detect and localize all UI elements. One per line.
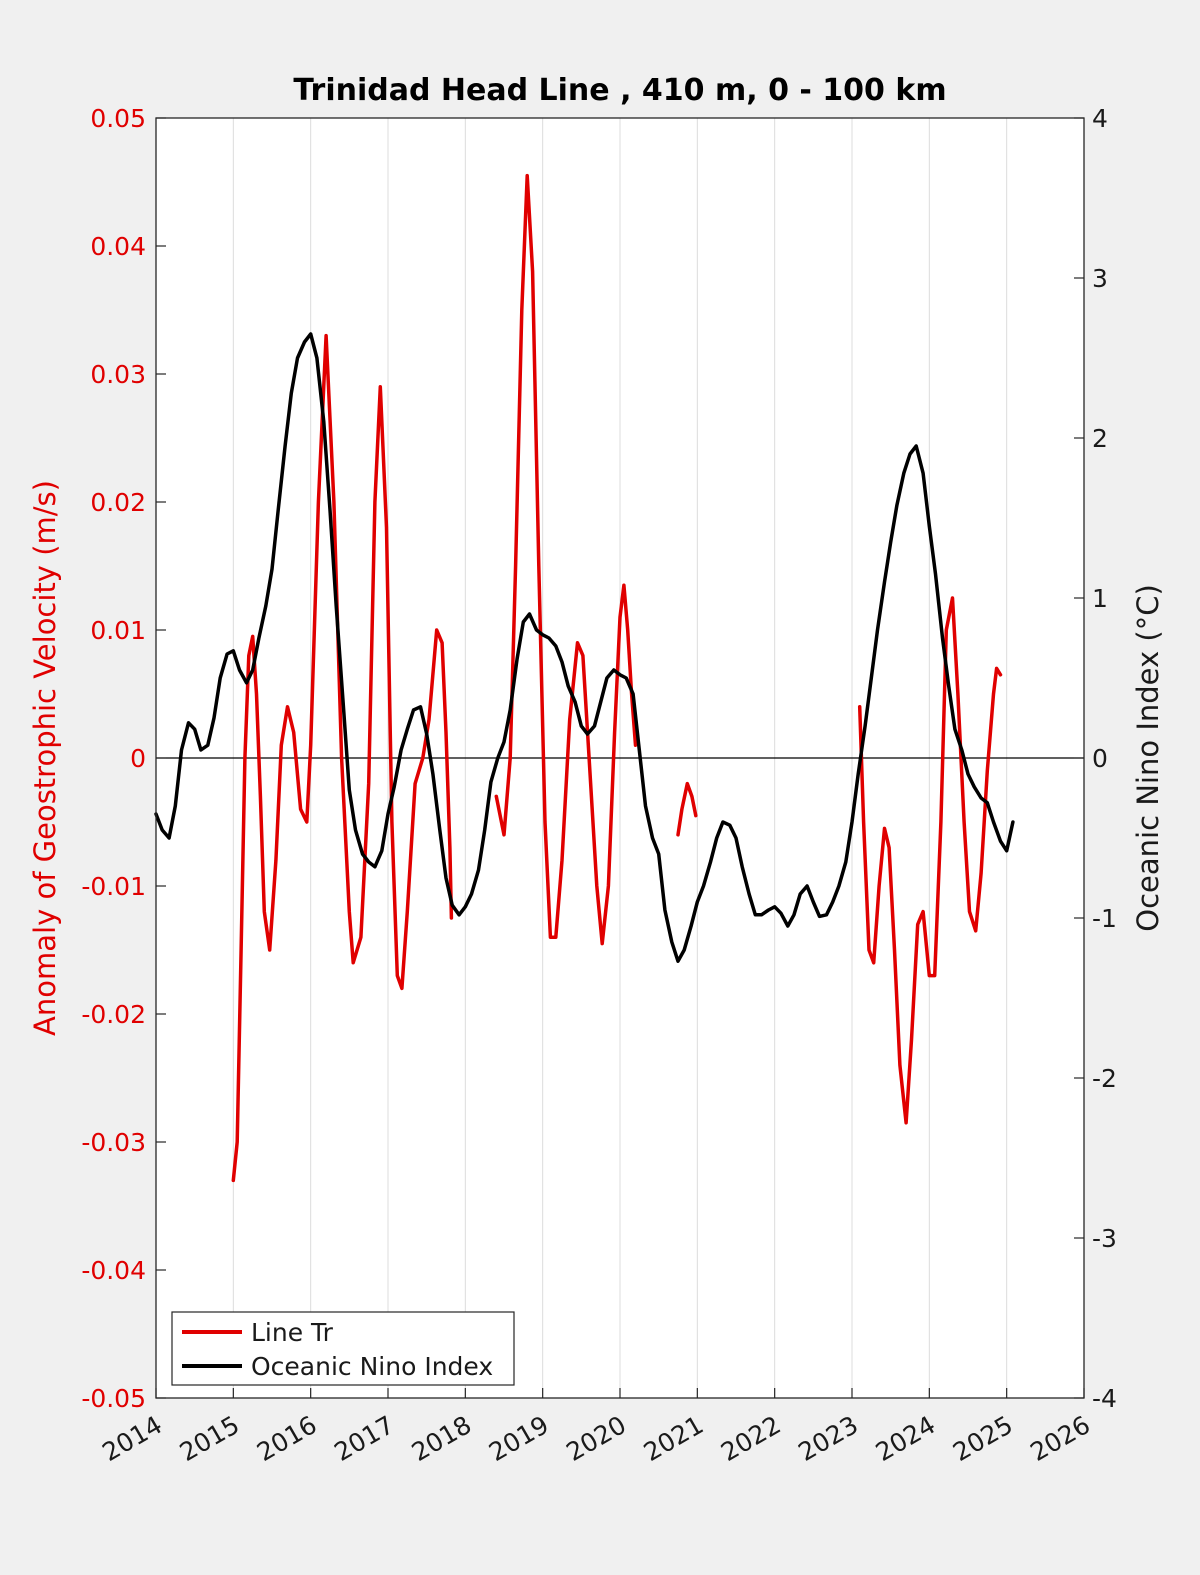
oni-series-segment xyxy=(154,332,1015,963)
line-tr-series-segment xyxy=(494,173,638,946)
y-left-tick-label: -0.01 xyxy=(81,872,146,901)
y-left-tick-label: 0.01 xyxy=(90,616,146,645)
y-axis-right-label: Oceanic Nino Index (°C) xyxy=(1131,584,1165,932)
legend-label-line-tr: Line Tr xyxy=(251,1318,334,1347)
y-right-tick-label: -1 xyxy=(1092,904,1117,933)
y-right-tick-label: -3 xyxy=(1092,1224,1117,1253)
y-left-tick-label: -0.04 xyxy=(81,1256,146,1285)
y-left-tick-label: -0.03 xyxy=(81,1128,146,1157)
y-axis-left-label: Anomaly of Geostrophic Velocity (m/s) xyxy=(28,480,62,1036)
y-right-tick-label: 3 xyxy=(1092,264,1108,293)
y-left-tick-label: 0 xyxy=(130,744,146,773)
y-left-tick-label: 0.02 xyxy=(90,488,146,517)
y-left-tick-label: 0.05 xyxy=(90,104,146,133)
y-right-tick-label: 0 xyxy=(1092,744,1108,773)
y-left-tick-label: -0.05 xyxy=(81,1384,146,1413)
line-tr-series-segment xyxy=(857,596,1003,1125)
y-right-tick-label: 1 xyxy=(1092,584,1108,613)
y-right-tick-label: 2 xyxy=(1092,424,1108,453)
legend: Line Tr Oceanic Nino Index xyxy=(171,1311,515,1386)
legend-box xyxy=(171,1311,515,1386)
y-left-tick-label: 0.03 xyxy=(90,360,146,389)
y-right-tick-label: 4 xyxy=(1092,104,1108,133)
tick-layer: 2014 2015 2016 2017 2018 2019 2020 2021 2022 2023… xyxy=(81,104,1117,1467)
y-right-tick-label: -4 xyxy=(1092,1384,1117,1413)
y-right-tick-label: -2 xyxy=(1092,1064,1117,1093)
series-layer xyxy=(154,173,1015,1183)
y-left-tick-label: -0.02 xyxy=(81,1000,146,1029)
chart-title: Trinidad Head Line , 410 m, 0 - 100 km xyxy=(293,73,946,108)
legend-label-oni: Oceanic Nino Index xyxy=(251,1352,493,1381)
line-tr-series-segment xyxy=(676,781,698,837)
y-left-tick-label: 0.04 xyxy=(90,232,146,261)
